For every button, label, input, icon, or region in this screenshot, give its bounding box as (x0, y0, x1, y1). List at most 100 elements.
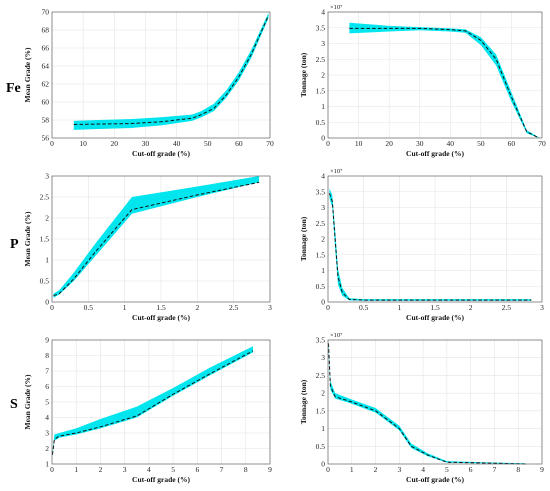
x-tick-label: 60 (508, 139, 516, 148)
y-tick-label: 0.5 (316, 442, 326, 451)
y-tick-label: 0 (321, 298, 325, 307)
y-axis-label: Tonnage (ton) (299, 379, 308, 424)
y-tick-label: 1 (321, 102, 325, 111)
x-tick-label: 3 (268, 303, 272, 312)
x-tick-label: 2.5 (229, 303, 239, 312)
y-tick-label: 60 (42, 98, 50, 107)
y-tick-label: 3.5 (316, 187, 326, 196)
y-tick-label: 9 (45, 336, 49, 345)
x-tick-label: 1.5 (430, 303, 440, 312)
x-tick-label: 7 (493, 465, 497, 474)
x-tick-label: 4 (421, 465, 425, 474)
x-tick-label: 2 (374, 465, 378, 474)
x-tick-label: 70 (538, 139, 546, 148)
row-label-p: P (10, 237, 19, 252)
plot-frame-s-right (327, 339, 543, 465)
confidence-band-p-left (53, 176, 260, 298)
y-tick-label: 0.5 (40, 277, 50, 286)
y-tick-label: 1 (321, 424, 325, 433)
y-tick-label: 56 (42, 134, 50, 143)
exponent-label: ×10⁷ (330, 168, 342, 175)
chart-fe-left: 0 10 20 30 40 50 60 70 56 58 60 62 64 66 68 70 Cut-off g… (23, 8, 274, 159)
y-tick-label: 1.5 (316, 406, 326, 415)
x-tick-label: 0 (326, 303, 330, 312)
chart-s-right: 0 1 2 3 4 5 6 7 8 9 0 0.5 1 1.5 2 2.5 3 3.5 ×10⁷ Cut-off gr… (299, 332, 544, 484)
x-tick-label: 8 (244, 465, 248, 474)
x-tick-label: 50 (204, 139, 212, 148)
x-tick-label: 40 (173, 139, 181, 148)
y-tick-label: 1 (45, 256, 49, 265)
y-tick-label: 2.5 (316, 371, 326, 380)
x-tick-label: 20 (385, 139, 393, 148)
x-axis-label: Cut-off grade (%) (132, 313, 190, 322)
confidence-band-fe-left (73, 12, 269, 130)
y-tick-label: 1.5 (316, 250, 326, 259)
x-tick-label: 0 (326, 139, 330, 148)
y-tick-label: 2 (45, 214, 49, 223)
mean-line-s-right (327, 343, 526, 465)
y-tick-label: 2 (321, 389, 325, 398)
x-tick-label: 1.5 (156, 303, 166, 312)
y-tick-label: 4 (321, 8, 325, 17)
y-axis-label: Tonnage (ton) (299, 52, 308, 97)
x-axis-label: Cut-off grade (%) (132, 475, 190, 484)
y-tick-label: 3.5 (316, 336, 326, 345)
x-axis-label: Cut-off grade (%) (406, 313, 464, 322)
x-tick-label: 6 (469, 465, 473, 474)
x-tick-label: 20 (111, 139, 119, 148)
y-tick-label: 66 (42, 44, 50, 53)
x-tick-label: 2.5 (502, 303, 512, 312)
y-tick-label: 1 (321, 266, 325, 275)
y-tick-label: 1 (45, 460, 49, 469)
y-tick-label: 70 (42, 8, 50, 17)
x-axis-label: Cut-off grade (%) (406, 475, 464, 484)
y-tick-label: 3 (321, 203, 325, 212)
plot-frame-p-right (327, 175, 543, 303)
x-tick-label: 8 (516, 465, 520, 474)
y-tick-label: 2.5 (40, 193, 50, 202)
x-tick-label: 1 (123, 303, 127, 312)
x-tick-label: 3 (123, 465, 127, 474)
y-tick-label: 2.5 (316, 55, 326, 64)
confidence-band-fe-right (349, 22, 539, 138)
x-tick-label: 30 (142, 139, 150, 148)
row-label-fe: Fe (6, 81, 21, 96)
chart-p-left: 0 0.5 1 1.5 2 2.5 3 0 0.5 1 1.5 2 2.5 3 Cut-off grade … (23, 172, 272, 323)
plot-frame-fe-right (327, 11, 543, 139)
x-tick-label: 0 (50, 465, 54, 474)
y-tick-label: 3 (45, 429, 49, 438)
x-tick-label: 0.5 (359, 303, 369, 312)
x-tick-label: 30 (416, 139, 424, 148)
confidence-band-p-right (329, 188, 532, 301)
y-tick-label: 3 (321, 39, 325, 48)
y-axis-label: Tonnage (ton) (299, 216, 308, 261)
y-axis-label: Mean Grade (%) (23, 374, 32, 429)
y-tick-label: 1.5 (316, 86, 326, 95)
x-tick-label: 2 (99, 465, 103, 474)
y-tick-label: 4 (321, 172, 325, 181)
y-tick-label: 2 (321, 235, 325, 244)
chart-p-right: 0 0.5 1 1.5 2 2.5 3 0 0.5 1 1.5 2 2.5 3 3.5 4 ×10⁷ Cut-of… (299, 168, 544, 322)
mean-line-fe-left (73, 15, 269, 125)
y-tick-label: 0 (321, 134, 325, 143)
y-tick-label: 3.5 (316, 23, 326, 32)
x-tick-label: 0 (50, 139, 54, 148)
plot-frame-p-left (51, 175, 271, 303)
x-tick-label: 1 (397, 303, 401, 312)
x-tick-label: 0 (50, 303, 54, 312)
mean-line-fe-right (349, 27, 540, 139)
mean-line-p-left (53, 181, 260, 297)
x-tick-label: 40 (447, 139, 455, 148)
confidence-band-s-right (328, 340, 526, 464)
x-axis-label: Cut-off grade (%) (406, 149, 464, 158)
y-tick-label: 62 (42, 80, 50, 89)
x-tick-label: 3 (540, 303, 544, 312)
x-tick-label: 2 (469, 303, 473, 312)
y-tick-label: 8 (45, 351, 49, 360)
mean-line-p-right (328, 193, 532, 301)
y-tick-label: 2.5 (316, 219, 326, 228)
plot-frame-fe-left (51, 11, 271, 139)
x-tick-label: 10 (79, 139, 87, 148)
